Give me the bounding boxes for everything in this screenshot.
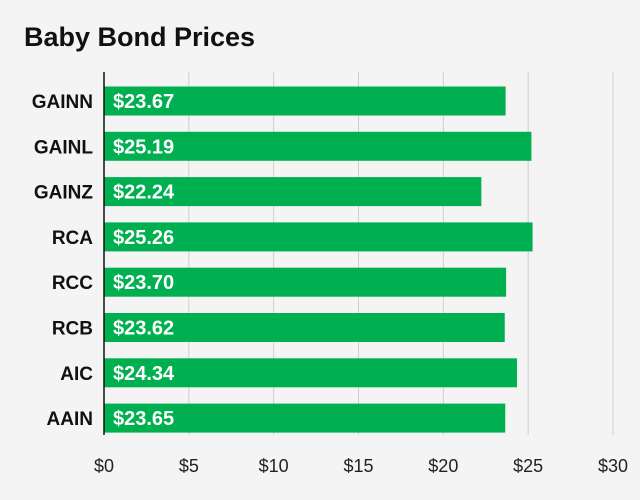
- bar-rca: [104, 222, 533, 252]
- category-label-rcc: RCC: [52, 273, 93, 294]
- x-tick-label-2: $10: [259, 456, 289, 476]
- value-label-aic: $24.34: [113, 363, 175, 385]
- category-label-gainz: GAINZ: [34, 183, 94, 204]
- value-label-gainz: $22.24: [113, 182, 175, 204]
- value-label-gainl: $25.19: [113, 136, 174, 158]
- x-tick-label-1: $5: [179, 456, 199, 476]
- value-label-aain: $23.65: [113, 408, 174, 430]
- category-label-rcb: RCB: [52, 319, 93, 340]
- category-label-gainn: GAINN: [32, 92, 93, 113]
- x-tick-label-4: $20: [428, 456, 458, 476]
- value-label-gainn: $23.67: [113, 91, 174, 113]
- value-label-rca: $25.26: [113, 227, 174, 249]
- bar-gainn: [104, 86, 506, 116]
- category-label-aain: AAIN: [47, 409, 93, 430]
- bar-gainl: [104, 131, 532, 161]
- bar-aic: [104, 358, 517, 388]
- value-label-rcb: $23.62: [113, 318, 174, 340]
- bar-rcb: [104, 313, 505, 342]
- bar-gainz: [104, 177, 482, 207]
- value-label-rcc: $23.70: [113, 272, 174, 294]
- x-tick-label-6: $30: [598, 456, 628, 476]
- x-tick-label-5: $25: [513, 456, 543, 476]
- x-tick-label-0: $0: [94, 456, 114, 476]
- category-label-aic: AIC: [60, 364, 93, 385]
- chart-title: Baby Bond Prices: [24, 22, 256, 52]
- bar-rcc: [104, 267, 507, 297]
- category-label-rca: RCA: [52, 228, 93, 249]
- x-tick-label-3: $15: [343, 456, 373, 476]
- bar-aain: [104, 403, 506, 433]
- category-label-gainl: GAINL: [34, 137, 94, 158]
